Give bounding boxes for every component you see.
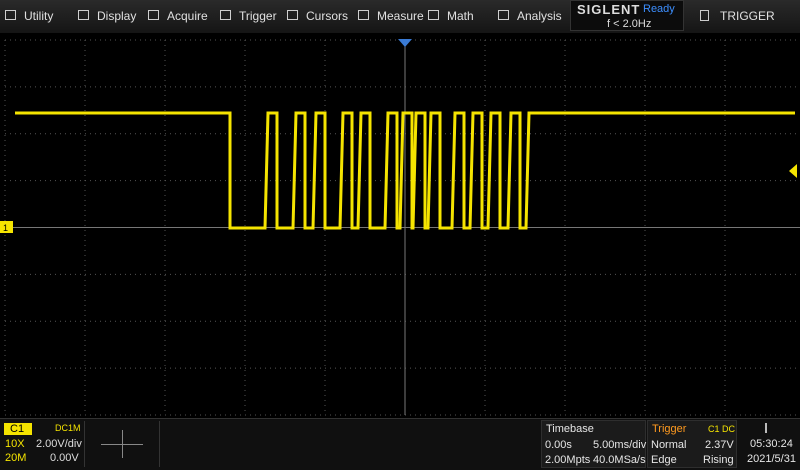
menu-icon <box>148 10 159 20</box>
menu-item[interactable]: Analysis <box>517 9 562 23</box>
menu-icon <box>220 10 231 20</box>
menu-item[interactable]: Cursors <box>306 9 349 23</box>
menu-item[interactable]: Trigger <box>239 9 277 23</box>
menu-icon <box>498 10 509 20</box>
status-box: SIGLENT Ready f < 2.0Hz <box>570 0 684 31</box>
trigger-level-marker <box>789 164 797 178</box>
time-scale: 5.00ms/div <box>593 439 647 451</box>
menu-item[interactable]: Acquire <box>167 9 208 23</box>
timebase-panel[interactable]: Timebase 0.00s 5.00ms/div 2.00Mpts 40.0M… <box>541 420 646 468</box>
panel-button[interactable]: TRIGGER <box>720 9 775 23</box>
trigger-panel[interactable]: Trigger C1 DC Normal 2.37V Edge Rising <box>647 420 737 468</box>
trigger-slope: Rising <box>703 454 734 466</box>
trigger-level: 2.37V <box>705 439 734 451</box>
probe: 10X <box>5 438 25 450</box>
channel-badge[interactable] <box>4 423 32 435</box>
channel-marker <box>0 221 13 233</box>
menu-item[interactable]: Display <box>97 9 137 23</box>
trigger-type: Edge <box>651 454 677 466</box>
trigger-position-marker <box>398 39 412 47</box>
status-bar: C1 DC1M 10X 2.00V/div 20M 0.00V Timebase… <box>0 418 800 470</box>
waveform-area: 1 <box>0 39 800 416</box>
usb-icon <box>765 423 767 433</box>
menu-item[interactable]: Math <box>447 9 474 23</box>
coupling: DC1M <box>55 423 81 433</box>
menu-icon <box>428 10 439 20</box>
status: Ready <box>643 3 675 15</box>
trigger-title: Trigger <box>652 423 687 435</box>
frequency: f < 2.0Hz <box>607 18 652 30</box>
offset: 0.00V <box>50 452 79 464</box>
panel-icon <box>700 10 709 21</box>
trigger-mode: Normal <box>651 439 687 451</box>
channel-name[interactable]: C1 <box>10 423 25 435</box>
menu-item[interactable]: Measure <box>377 9 424 23</box>
delay: 0.00s <box>545 439 572 451</box>
channel-marker-label: 1 <box>3 223 8 233</box>
brand: SIGLENT <box>577 2 641 17</box>
trigger-source: C1 DC <box>708 424 736 434</box>
timebase-title: Timebase <box>546 423 594 435</box>
sample-rate: 40.0MSa/s <box>593 454 646 466</box>
time: 05:30:24 <box>750 438 793 450</box>
menu-icon <box>287 10 298 20</box>
menu-icon <box>78 10 89 20</box>
memory-depth: 2.00Mpts <box>545 454 591 466</box>
menu-item[interactable]: Utility <box>24 9 54 23</box>
vertical-scale: 2.00V/div <box>36 438 82 450</box>
add-channel[interactable] <box>84 421 160 467</box>
menu-icon <box>358 10 369 20</box>
grid <box>4 39 800 416</box>
signal-trace <box>15 111 795 230</box>
date: 2021/5/31 <box>747 453 796 465</box>
menu-icon <box>5 10 16 20</box>
bandwidth: 20M <box>5 452 27 464</box>
